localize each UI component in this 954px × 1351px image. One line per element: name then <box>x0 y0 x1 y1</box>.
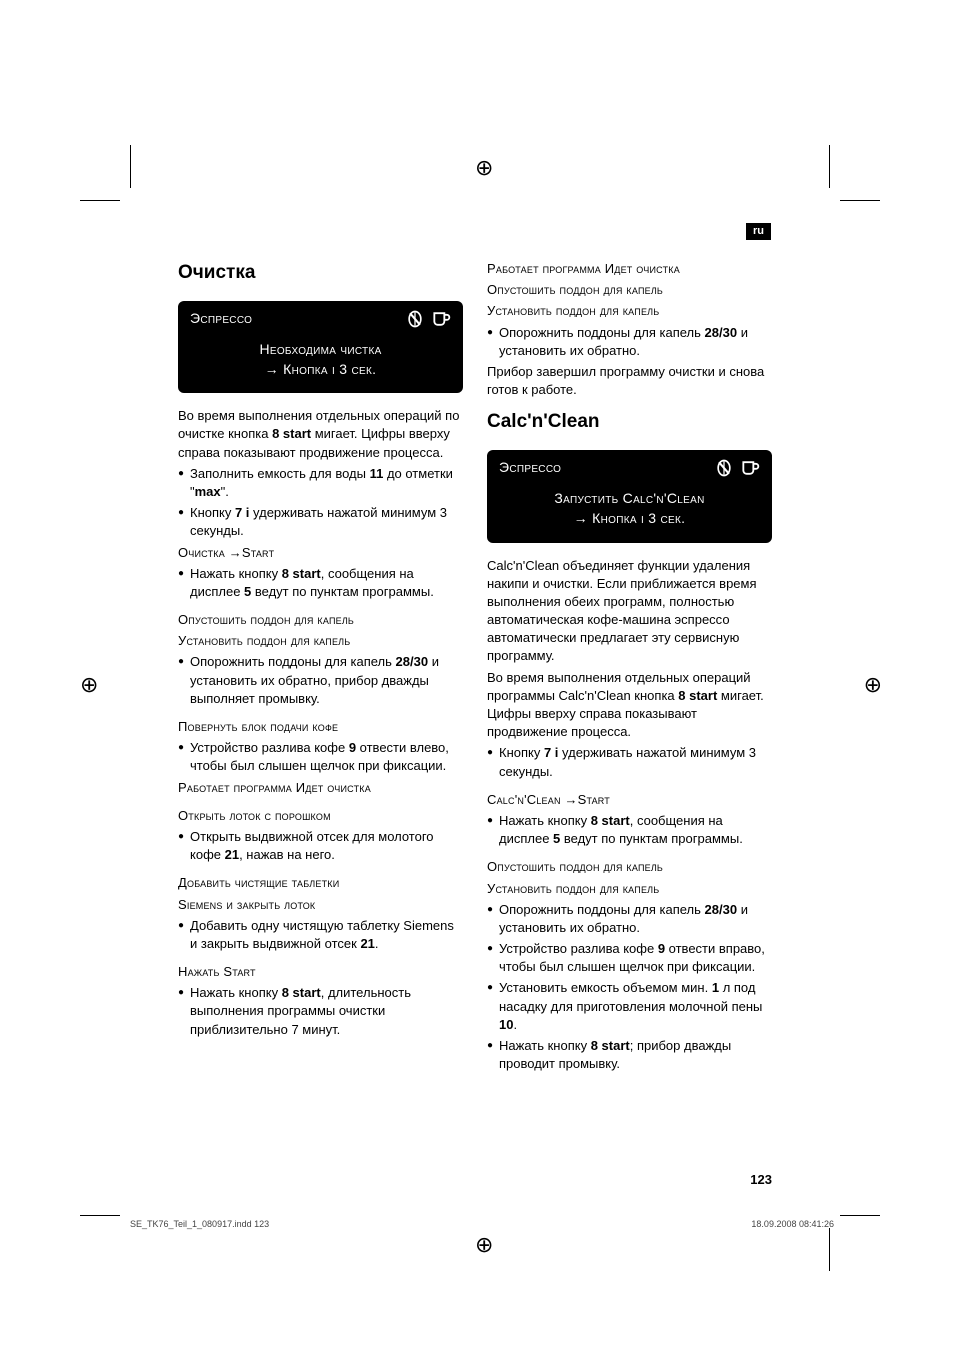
paragraph: Прибор завершил программу очистки и снов… <box>487 363 772 399</box>
crop-mark <box>840 200 880 201</box>
small-caps-line: Открыть лоток с порошком <box>178 807 463 825</box>
small-caps-line: Опустошить поддон для капель <box>487 281 772 299</box>
cup-icon <box>740 458 760 478</box>
registration-right: ⊕ <box>864 670 882 701</box>
bullet: Нажать кнопку 8 start, длительность выпо… <box>178 984 463 1039</box>
crop-mark <box>130 145 131 188</box>
heading-cleaning: Очистка <box>178 260 463 287</box>
crop-mark <box>80 1215 120 1216</box>
bullet: Открыть выдвижной отсек для молотого коф… <box>178 828 463 864</box>
small-caps-line: Опустошить поддон для капель <box>487 858 772 876</box>
footer-date: 18.09.2008 08:41:26 <box>751 1218 834 1231</box>
display-label: Эспрессо <box>190 309 252 329</box>
right-column: Работает программа Идет очистка Опустоши… <box>487 260 772 1083</box>
display-message: Необходима чистка → Кнопка i 3 сек. <box>188 337 453 382</box>
paragraph: Calc'n'Clean объединяет функции удаления… <box>487 557 772 666</box>
bullet: Добавить одну чистящую таблетку Siemens … <box>178 917 463 953</box>
crop-mark <box>829 145 830 188</box>
small-caps-line: Добавить чистящие таблетки <box>178 874 463 892</box>
registration-top: ⊕ <box>475 153 493 184</box>
crop-mark <box>80 200 120 201</box>
bullet: Нажать кнопку 8 start, сообщения на дисп… <box>178 565 463 601</box>
small-caps-line: Очистка →Start <box>178 544 463 562</box>
bullet: Кнопку 7 i удерживать нажатой минимум 3 … <box>178 504 463 540</box>
small-caps-line: Установить поддон для капель <box>487 302 772 320</box>
small-caps-line: Работает программа Идет очистка <box>178 779 463 797</box>
paragraph: Во время выполнения отдельных операций п… <box>178 407 463 462</box>
bullet: Заполнить емкость для воды 11 до отметки… <box>178 465 463 501</box>
small-caps-line: Повернуть блок подачи кофе <box>178 718 463 736</box>
bullet: Нажать кнопку 8 start, сообщения на дисп… <box>487 812 772 848</box>
registration-bottom: ⊕ <box>475 1230 493 1261</box>
display-message: Запустить Calc'n'Clean → Кнопка i 3 сек. <box>497 486 762 531</box>
small-caps-line: Нажать Start <box>178 963 463 981</box>
bean-icon <box>714 458 734 478</box>
small-caps-line: Установить поддон для капель <box>487 880 772 898</box>
crop-mark <box>840 1215 880 1216</box>
small-caps-line: Опустошить поддон для капель <box>178 611 463 629</box>
heading-calcnclean: Calc'n'Clean <box>487 409 772 436</box>
bullet: Установить емкость объемом мин. 1 л под … <box>487 979 772 1034</box>
bullet: Кнопку 7 i удерживать нажатой минимум 3 … <box>487 744 772 780</box>
left-column: Очистка Эспрессо Необходима чистка → Кно… <box>178 260 463 1083</box>
bullet: Устройство разлива кофе 9 отвести влево,… <box>178 739 463 775</box>
bullet: Опорожнить поддоны для капель 28/30 и ус… <box>487 901 772 937</box>
page-number: 123 <box>750 1171 772 1189</box>
cup-icon <box>431 309 451 329</box>
footer-file: SE_TK76_Teil_1_080917.indd 123 <box>130 1218 269 1231</box>
display-label: Эспрессо <box>499 458 561 478</box>
bullet: Устройство разлива кофе 9 отвести вправо… <box>487 940 772 976</box>
display-panel-calcnclean: Эспрессо Запустить Calc'n'Clean → Кнопка… <box>487 450 772 543</box>
crop-mark <box>829 1228 830 1271</box>
bullet: Опорожнить поддоны для капель 28/30 и ус… <box>178 653 463 708</box>
registration-left: ⊕ <box>80 670 98 701</box>
bean-icon <box>405 309 425 329</box>
small-caps-line: Установить поддон для капель <box>178 632 463 650</box>
bullet: Нажать кнопку 8 start; прибор дважды про… <box>487 1037 772 1073</box>
content-columns: Очистка Эспрессо Необходима чистка → Кно… <box>178 260 772 1083</box>
bullet: Опорожнить поддоны для капель 28/30 и ус… <box>487 324 772 360</box>
small-caps-line: Siemens и закрыть лоток <box>178 896 463 914</box>
small-caps-line: Работает программа Идет очистка <box>487 260 772 278</box>
paragraph: Во время выполнения отдельных операций п… <box>487 669 772 742</box>
language-tag: ru <box>746 223 771 240</box>
small-caps-line: Calc'n'Clean →Start <box>487 791 772 809</box>
display-panel-cleaning: Эспрессо Необходима чистка → Кнопка i 3 … <box>178 301 463 394</box>
